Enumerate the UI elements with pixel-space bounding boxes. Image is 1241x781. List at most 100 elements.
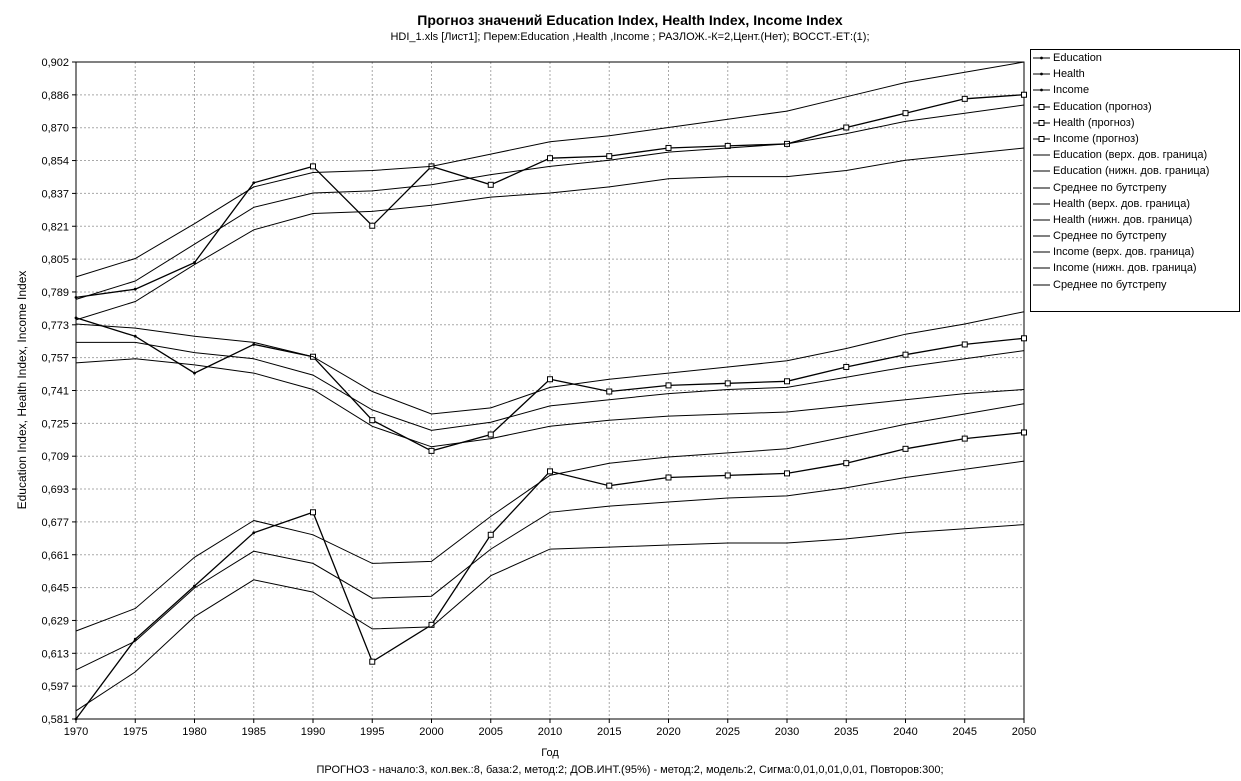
series-4-point <box>902 351 909 358</box>
legend-item: Education (прогноз) <box>1031 99 1239 115</box>
legend-item: Среднее по бутстрепу <box>1031 277 1239 293</box>
series-5-point <box>369 658 376 665</box>
series-5-point <box>1021 429 1027 436</box>
x-tick-label: 1985 <box>242 726 266 738</box>
y-tick-label: 0,741 <box>41 386 69 398</box>
y-tick-label: 0,693 <box>41 484 69 496</box>
y-tick-label: 0,581 <box>41 714 69 726</box>
legend-label: Education (прогноз) <box>1053 100 1152 113</box>
legend-label: Health (прогноз) <box>1053 116 1135 129</box>
series-3-point <box>1021 91 1027 98</box>
y-tick-label: 0,902 <box>41 57 69 69</box>
x-tick-label: 1980 <box>182 726 206 738</box>
series-3-point <box>961 95 968 102</box>
series-1-point <box>133 334 137 338</box>
series-4-point <box>369 417 376 424</box>
series-4-point <box>1021 335 1027 342</box>
series-4-point <box>428 447 435 454</box>
series-1-point <box>193 371 196 375</box>
x-tick-label: 1975 <box>123 726 147 738</box>
legend-item: Среднее по бутстрепу <box>1031 228 1239 244</box>
x-tick-label: 1990 <box>301 726 325 738</box>
legend-swatch <box>1033 235 1050 237</box>
x-tick-label: 1970 <box>64 726 88 738</box>
x-tick-label: 2010 <box>538 726 562 738</box>
legend-label: Health (верх. дов. граница) <box>1053 197 1191 210</box>
legend-label: Education <box>1053 52 1102 64</box>
series-3-point <box>606 153 613 160</box>
legend-swatch <box>1033 88 1050 92</box>
series-5-point <box>487 531 494 538</box>
series-3-point <box>310 163 316 170</box>
chart-footer: ПРОГНОЗ - начало:3, кол.век.:8, база:2, … <box>316 764 944 776</box>
legend-item: Health (верх. дов. граница) <box>1031 196 1239 212</box>
series-0-point <box>252 181 256 185</box>
series-line-11 <box>76 341 1025 431</box>
series-4-point <box>665 382 672 389</box>
y-tick-label: 0,757 <box>41 353 69 365</box>
series-5-point <box>665 474 672 481</box>
legend-label: Income (верх. дов. граница) <box>1053 246 1195 259</box>
series-4-point <box>487 431 494 438</box>
legend-swatch <box>1033 72 1050 76</box>
x-axis-label: Год <box>541 747 559 759</box>
series-5-point <box>843 460 850 467</box>
legend-item: Среднее по бутстрепу <box>1031 180 1239 196</box>
legend-label: Income <box>1053 84 1090 97</box>
legend-label: Среднее по бутстрепу <box>1053 278 1167 291</box>
chart-subtitle: HDI_1.xls [Лист1]; Перем:Education ,Heal… <box>390 31 870 43</box>
series-0-point <box>193 261 196 264</box>
x-tick-label: 2050 <box>1012 726 1036 738</box>
legend-label: Health (нижн. дов. граница) <box>1053 213 1193 226</box>
legend-label: Среднее по бутстрепу <box>1053 230 1167 243</box>
series-4-point <box>961 341 968 348</box>
y-tick-label: 0,870 <box>41 123 69 135</box>
y-tick-label: 0,597 <box>41 681 69 693</box>
grid-lines <box>76 62 1024 719</box>
series-2-point <box>193 584 196 588</box>
series-4-point <box>547 376 553 383</box>
x-tick-label: 2000 <box>419 726 443 738</box>
series-3-point <box>487 181 494 188</box>
legend-label: Income (прогноз) <box>1053 132 1139 145</box>
legend-label: Income (нижн. дов. граница) <box>1053 262 1197 275</box>
series-2-point <box>133 637 137 641</box>
legend-label: Health <box>1053 68 1085 81</box>
series-3-point <box>547 155 553 162</box>
series-2-point <box>252 531 256 535</box>
legend-item: Health (нижн. дов. граница) <box>1031 212 1239 228</box>
y-axis-label: Education Index, Health Index, Income In… <box>15 271 29 510</box>
series-3-point <box>369 222 376 229</box>
series-0-point <box>133 287 137 291</box>
chart-legend: Education Health Income Education (прогноз)… <box>1030 49 1240 312</box>
legend-swatch <box>1033 284 1050 286</box>
series-5-point <box>902 445 909 452</box>
x-tick-label: 2030 <box>775 726 799 738</box>
series-line-14 <box>75 460 1025 671</box>
series-1-point <box>74 316 78 320</box>
series-5-point <box>961 435 968 442</box>
x-tick-label: 2040 <box>893 726 917 738</box>
y-tick-label: 0,854 <box>41 156 69 168</box>
legend-label: Среднее по бутстрепу <box>1053 181 1167 194</box>
y-tick-label: 0,661 <box>41 550 69 562</box>
series-line-6 <box>75 61 1025 278</box>
series-lines <box>74 61 1027 721</box>
series-line-9 <box>75 311 1025 415</box>
series-5-point <box>547 468 553 475</box>
series-4-point <box>784 378 790 385</box>
series-3-point <box>902 110 909 117</box>
legend-item: Education (нижн. дов. граница) <box>1031 163 1239 179</box>
series-5-point <box>310 509 316 516</box>
series-3-point <box>665 144 672 151</box>
chart-title: Прогноз значений Education Index, Health… <box>417 12 843 28</box>
series-line-13 <box>75 524 1025 712</box>
x-tick-label: 1995 <box>360 726 384 738</box>
x-tick-label: 2025 <box>716 726 740 738</box>
series-4-point <box>606 388 613 395</box>
legend-swatch <box>1033 170 1050 172</box>
legend-item: Health (прогноз) <box>1031 115 1239 131</box>
legend-item: Income <box>1031 82 1239 98</box>
y-tick-label: 0,886 <box>41 90 69 102</box>
